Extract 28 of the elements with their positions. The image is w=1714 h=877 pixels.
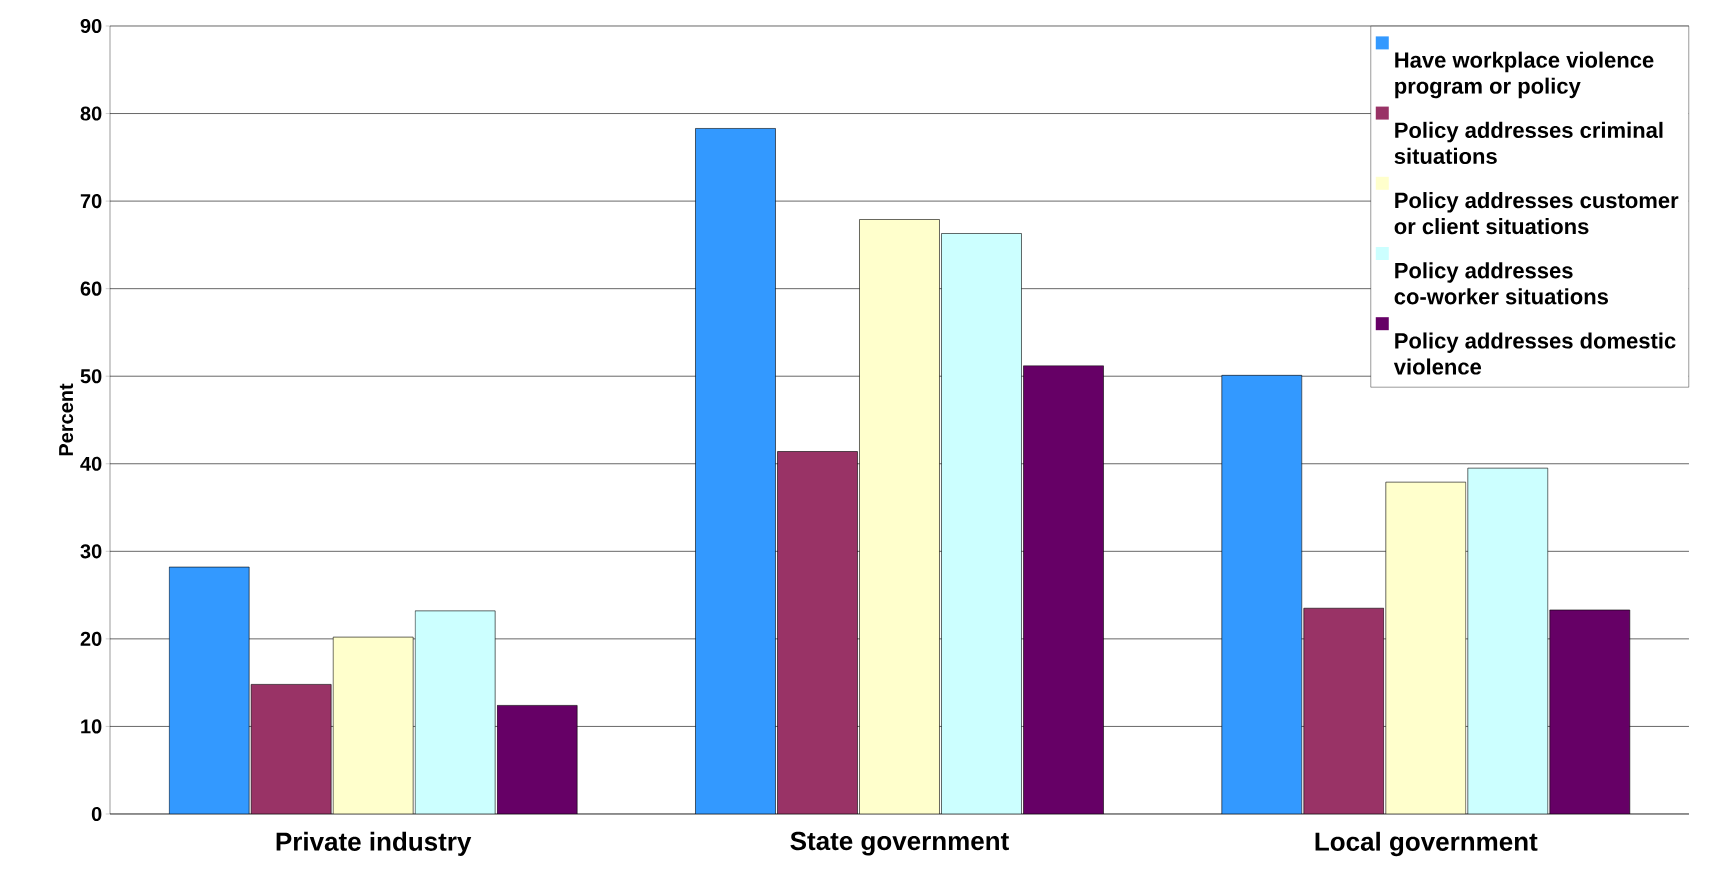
bar xyxy=(1303,607,1385,814)
y-tick-label: 60 xyxy=(80,281,102,296)
legend-label: Policy addresses criminal situations xyxy=(1394,121,1663,165)
y-tick-label: 30 xyxy=(80,544,102,559)
y-tick-label: 70 xyxy=(80,194,102,209)
bar xyxy=(1023,365,1104,814)
y-axis-title: Percent xyxy=(59,383,74,456)
bar xyxy=(1549,609,1631,814)
y-tick-label: 80 xyxy=(80,106,102,121)
y-tick-label: 40 xyxy=(80,456,102,471)
y-tick-label: 20 xyxy=(80,631,102,646)
y-tick-label: 90 xyxy=(80,18,102,34)
legend-label: Policy addresses domestic violence xyxy=(1393,332,1676,375)
x-tick-label: Local government xyxy=(1315,831,1538,857)
x-tick-label: Private industry xyxy=(276,831,472,857)
bar xyxy=(695,128,776,814)
legend-label: Policy addresses customer or client situations xyxy=(1394,192,1679,235)
bar xyxy=(250,684,332,814)
legend-label: Policy addresses co-worker situations xyxy=(1394,262,1609,305)
y-tick-label: 10 xyxy=(81,719,102,734)
y-tick-label: 0 xyxy=(91,806,102,822)
bar xyxy=(496,705,578,814)
bar xyxy=(168,566,250,814)
bar xyxy=(777,451,858,814)
y-tick-label: 50 xyxy=(80,369,102,384)
legend-label: Have workplace violence program or policy xyxy=(1395,51,1654,99)
bar xyxy=(1221,375,1303,814)
x-tick-label: State government xyxy=(790,831,1009,856)
